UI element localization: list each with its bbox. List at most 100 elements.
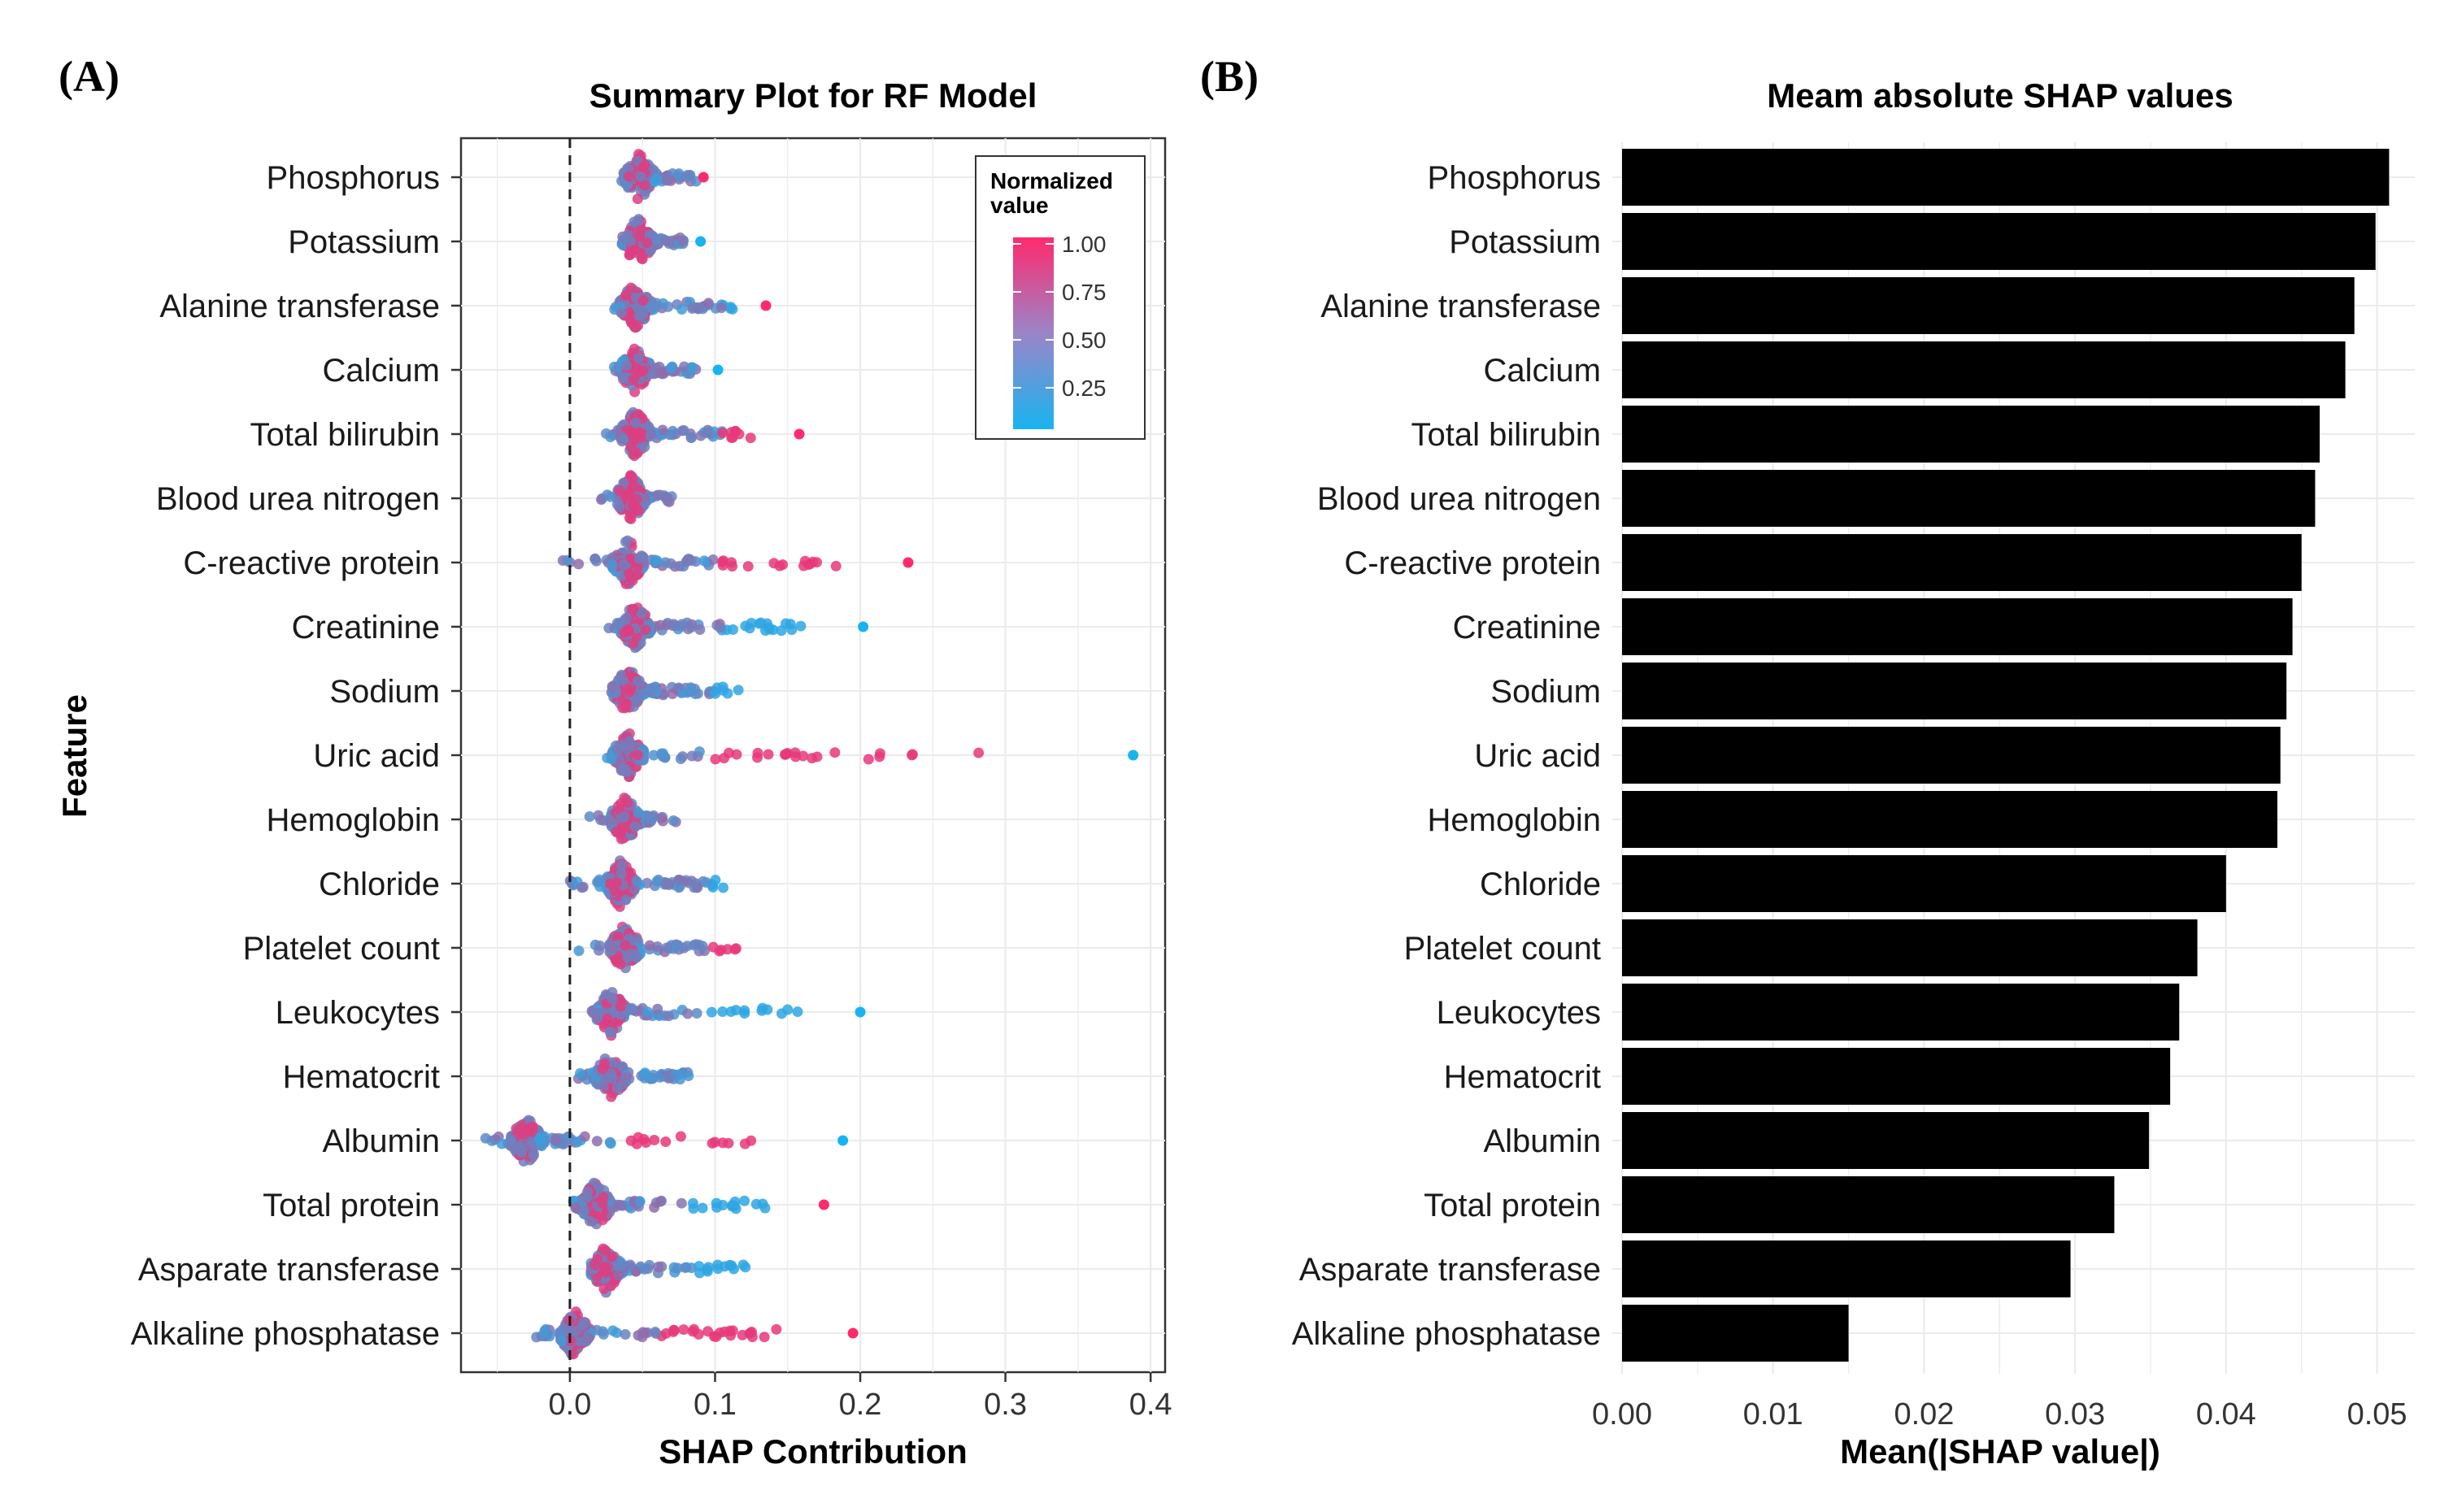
- shap-point: [628, 450, 640, 462]
- panel-b-bars: [1622, 149, 2390, 1362]
- shap-outlier-point: [698, 172, 709, 183]
- shap-outlier-point: [1128, 749, 1139, 761]
- feature-label: Leukocytes: [1437, 995, 1601, 1031]
- feature-label: Calcium: [1484, 353, 1601, 389]
- shap-point: [618, 433, 629, 445]
- shap-point: [612, 744, 624, 755]
- panel-a: (A) Summary Plot for RF Model Phosphorus…: [55, 52, 1172, 1471]
- shap-point: [606, 1027, 617, 1038]
- shap-point: [624, 568, 635, 580]
- feature-label: Blood urea nitrogen: [1317, 481, 1601, 517]
- shap-point: [711, 1197, 722, 1209]
- shap-point: [600, 1262, 611, 1273]
- shap-point: [605, 878, 616, 889]
- shap-point: [687, 1197, 698, 1209]
- shap-point: [620, 289, 632, 301]
- shap-point: [636, 608, 647, 619]
- shap-point: [665, 363, 676, 374]
- feature-label: C-reactive protein: [183, 545, 440, 581]
- shap-point: [623, 171, 634, 182]
- shap-point: [614, 502, 625, 513]
- shap-point: [759, 1332, 770, 1343]
- feature-label: Phosphorus: [267, 160, 440, 196]
- feature-label: Asparate transferase: [1299, 1252, 1601, 1288]
- shap-point: [597, 1197, 608, 1209]
- feature-swarm: [573, 921, 742, 974]
- shap-point: [602, 1013, 613, 1024]
- feature-label: Leukocytes: [276, 995, 440, 1031]
- shap-point: [607, 681, 618, 693]
- legend-title-line-1: Normalized: [990, 168, 1113, 193]
- shap-point: [639, 1067, 650, 1079]
- panel-a-x-axis-title: SHAP Contribution: [659, 1432, 968, 1471]
- shap-point: [579, 1131, 590, 1142]
- shap-point: [669, 620, 681, 632]
- shap-point: [729, 944, 741, 955]
- shap-point: [663, 1010, 674, 1022]
- bar: [1622, 341, 2346, 398]
- shap-point: [584, 1215, 595, 1227]
- shap-point: [645, 302, 656, 313]
- shap-point: [582, 1186, 594, 1197]
- shap-point: [594, 874, 605, 885]
- shap-point: [665, 558, 676, 569]
- shap-point: [722, 944, 733, 955]
- shap-point: [618, 234, 629, 245]
- feature-label: Alanine transferase: [1320, 289, 1601, 324]
- shap-point: [639, 159, 650, 171]
- shap-point: [581, 1074, 593, 1085]
- feature-label: Alkaline phosphatase: [131, 1316, 440, 1352]
- x-tick-label: 0.3: [984, 1388, 1027, 1422]
- shap-point: [650, 1327, 661, 1338]
- feature-label: Blood urea nitrogen: [156, 481, 440, 517]
- shap-point: [718, 882, 729, 893]
- shap-point: [589, 1260, 601, 1271]
- shap-point: [614, 1260, 625, 1271]
- feature-label: Hemoglobin: [1428, 802, 1601, 838]
- shap-point: [811, 751, 823, 763]
- shap-point: [660, 235, 672, 246]
- shap-point: [622, 683, 633, 694]
- shap-point: [682, 1008, 694, 1019]
- shap-point: [614, 619, 625, 630]
- shap-point: [672, 940, 684, 951]
- shap-point: [694, 1267, 706, 1279]
- shap-point: [782, 1004, 794, 1015]
- shap-point: [739, 1195, 750, 1206]
- panel-a-title: Summary Plot for RF Model: [589, 76, 1037, 115]
- shap-point: [622, 624, 633, 636]
- shap-point: [575, 1067, 586, 1079]
- shap-point: [620, 940, 631, 951]
- shap-point: [607, 1251, 618, 1262]
- x-tick-label: 0.1: [694, 1388, 737, 1422]
- shap-point: [646, 683, 658, 694]
- shap-point: [680, 1262, 691, 1273]
- shap-point: [754, 618, 765, 629]
- shap-point: [576, 882, 588, 893]
- shap-point: [739, 1008, 750, 1019]
- shap-point: [724, 1325, 736, 1336]
- bar: [1622, 919, 2198, 976]
- feature-swarm: [572, 1053, 694, 1102]
- bar: [1622, 1240, 2071, 1297]
- shap-point: [480, 1132, 491, 1144]
- shap-point: [707, 941, 719, 953]
- shap-point: [562, 554, 573, 566]
- shap-point: [781, 618, 792, 629]
- shap-point: [715, 302, 727, 314]
- feature-label: Chloride: [1480, 867, 1601, 902]
- feature-swarm: [568, 1177, 829, 1230]
- shap-point: [633, 807, 644, 819]
- shap-point: [584, 811, 595, 823]
- feature-swarm: [609, 282, 772, 333]
- shap-point: [627, 472, 638, 484]
- shap-point: [752, 752, 763, 763]
- shap-point: [681, 941, 693, 952]
- shap-point: [604, 1136, 615, 1148]
- feature-swarm: [616, 149, 709, 205]
- feature-swarm: [608, 343, 724, 398]
- shap-point: [689, 882, 700, 893]
- feature-label: Phosphorus: [1428, 160, 1601, 196]
- shap-point: [635, 171, 646, 182]
- shap-point: [593, 1007, 604, 1019]
